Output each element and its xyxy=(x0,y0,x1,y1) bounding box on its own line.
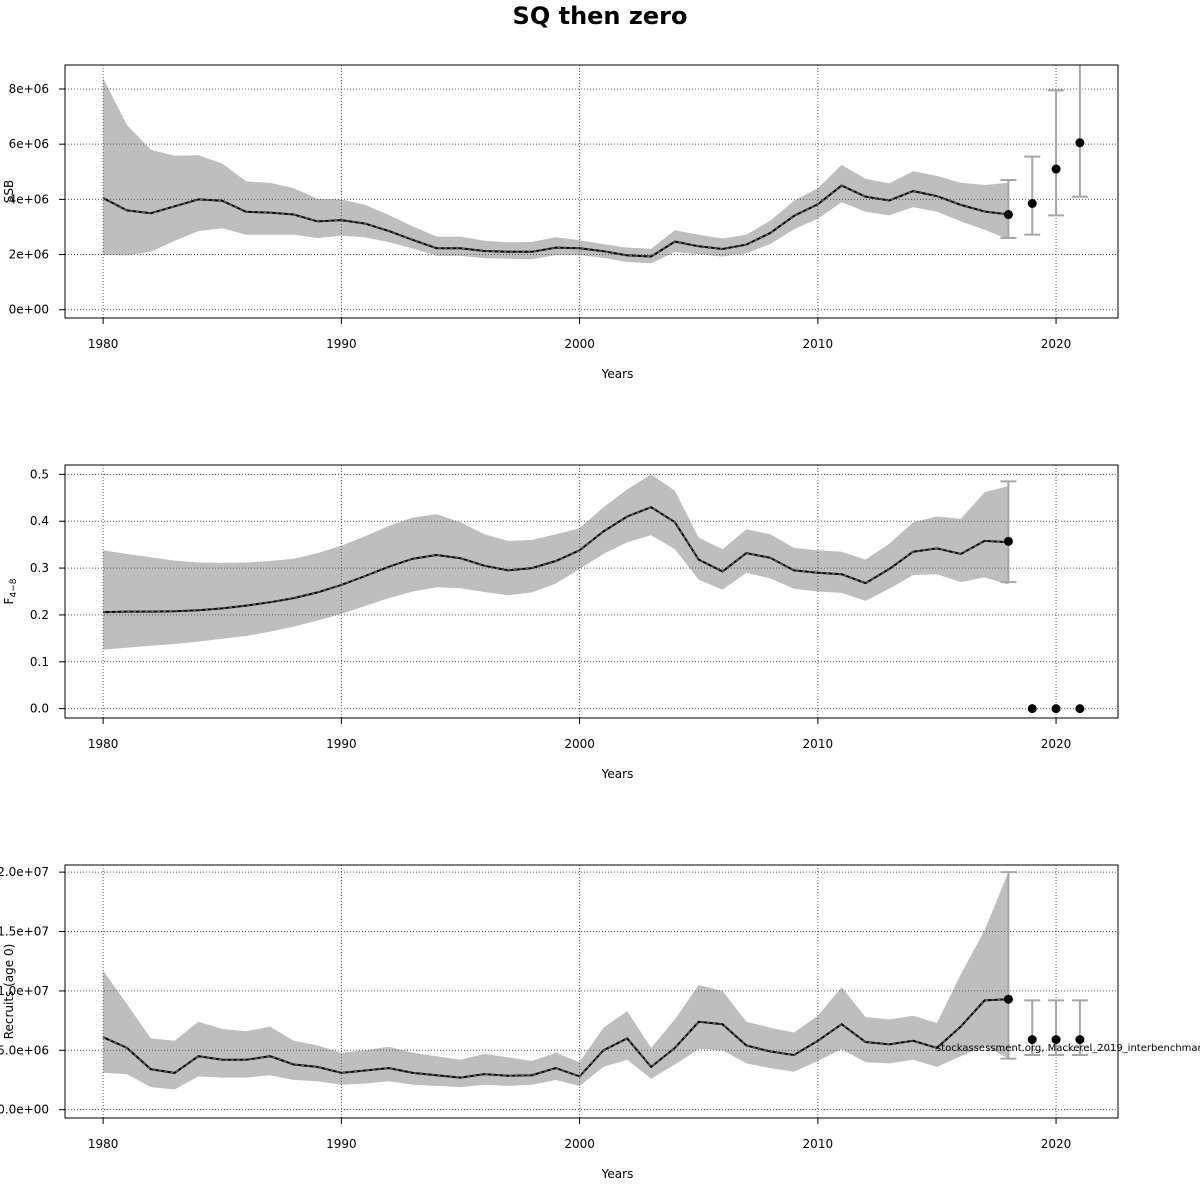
ssb-ytick-label: 2e+06 xyxy=(9,248,49,262)
recruitment-forecast-point xyxy=(1027,1035,1037,1045)
ssb-xtick-label: 1990 xyxy=(326,337,357,351)
fbar-ylabel: F4−8 xyxy=(2,578,19,604)
recruitment-xtick-label: 2010 xyxy=(803,1137,834,1151)
fbar-forecast-point xyxy=(1051,704,1061,714)
ssb-xtick-label: 1980 xyxy=(88,337,119,351)
fbar-xtick-label: 2010 xyxy=(803,737,834,751)
fbar-xlabel: Years xyxy=(601,767,634,781)
fbar-ytick-label: 0.2 xyxy=(30,608,49,622)
recruitment-panel: 1980 1990 2000 2010 2020 0.0e+00 5.0e+06 1.0e+0… xyxy=(0,864,1119,1181)
fbar-ytick-label: 0.4 xyxy=(30,514,49,528)
recruitment-forecast-point xyxy=(1051,1035,1061,1045)
ssb-estimate-line-dash xyxy=(102,184,1009,258)
ssb-forecast-point xyxy=(1003,210,1013,220)
fbar-ytick-label: 0.5 xyxy=(30,467,49,481)
fbar-estimate-line-dash xyxy=(103,506,1009,613)
ssb-forecast-point xyxy=(1051,164,1061,174)
recruitment-xtick-label: 2020 xyxy=(1041,1137,1072,1151)
ssb-xtick-label: 2010 xyxy=(803,337,834,351)
ssb-xtick-label: 2020 xyxy=(1041,337,1072,351)
fbar-ytick-label: 0.0 xyxy=(30,702,49,716)
fbar-panel: 1980 1990 2000 2010 2020 0.0 0.1 0.2 0.3 0.4 0.5 Ye… xyxy=(2,464,1119,781)
ssb-ytick-label: 8e+06 xyxy=(9,82,49,96)
fbar-ytick-label: 0.1 xyxy=(30,655,49,669)
recruitment-xtick-label: 2000 xyxy=(564,1137,595,1151)
fbar-forecast-point xyxy=(1075,704,1085,714)
recruitment-forecast-point xyxy=(1003,994,1013,1004)
ssb-xtick-label: 2000 xyxy=(564,337,595,351)
fbar-xtick-label: 1980 xyxy=(88,737,119,751)
recruitment-xtick-label: 1990 xyxy=(326,1137,357,1151)
figure-title: SQ then zero xyxy=(513,2,688,30)
recruitment-estimate-line xyxy=(102,998,1009,1079)
recruitment-confidence-band xyxy=(103,872,1009,1090)
recruitment-plot-box xyxy=(64,864,1119,1119)
ssb-ytick-label: 6e+06 xyxy=(9,137,49,151)
fbar-forecast-point xyxy=(1003,536,1013,546)
ssb-xlabel: Years xyxy=(601,367,634,381)
recruitment-ytick-label: 1.5e+07 xyxy=(0,925,49,939)
recruitment-ytick-label: 0.0e+00 xyxy=(0,1103,49,1117)
ssb-ytick-label: 4e+06 xyxy=(9,192,49,206)
ssb-ytick-label: 0e+00 xyxy=(9,303,49,317)
ssb-confidence-band xyxy=(103,78,1009,264)
fbar-ytick-label: 0.3 xyxy=(30,561,49,575)
recruitment-ytick-label: 2.0e+07 xyxy=(0,865,49,879)
fbar-ylabel-subscript: 4−8 xyxy=(9,578,19,597)
recruitment-ytick-label: 1.0e+07 xyxy=(0,984,49,998)
fbar-xtick-label: 1990 xyxy=(326,737,357,751)
recruitment-xlabel: Years xyxy=(601,1167,634,1181)
recruitment-ytick-label: 5.0e+06 xyxy=(0,1043,49,1057)
recruitment-xtick-label: 1980 xyxy=(88,1137,119,1151)
ssb-panel: 1980 1990 2000 2010 2020 0e+00 2e+06 4e+06 6e+06… xyxy=(2,64,1119,381)
fbar-xtick-label: 2000 xyxy=(564,737,595,751)
ssb-forecast-point xyxy=(1027,199,1037,209)
ssb-plot-box xyxy=(64,64,1119,319)
fbar-forecast-point xyxy=(1027,704,1037,714)
recruitment-forecast-point xyxy=(1075,1035,1085,1045)
fbar-xtick-label: 2020 xyxy=(1041,737,1072,751)
ssb-ylabel: SSB xyxy=(2,180,16,203)
ssb-forecast-point xyxy=(1075,138,1085,148)
recruitment-ylabel: Recruits (age 0) xyxy=(2,944,16,1040)
footnote-source: stockassessment.org, Mackerel_2019_inter… xyxy=(936,1043,1200,1054)
fbar-plot-box xyxy=(64,464,1119,719)
